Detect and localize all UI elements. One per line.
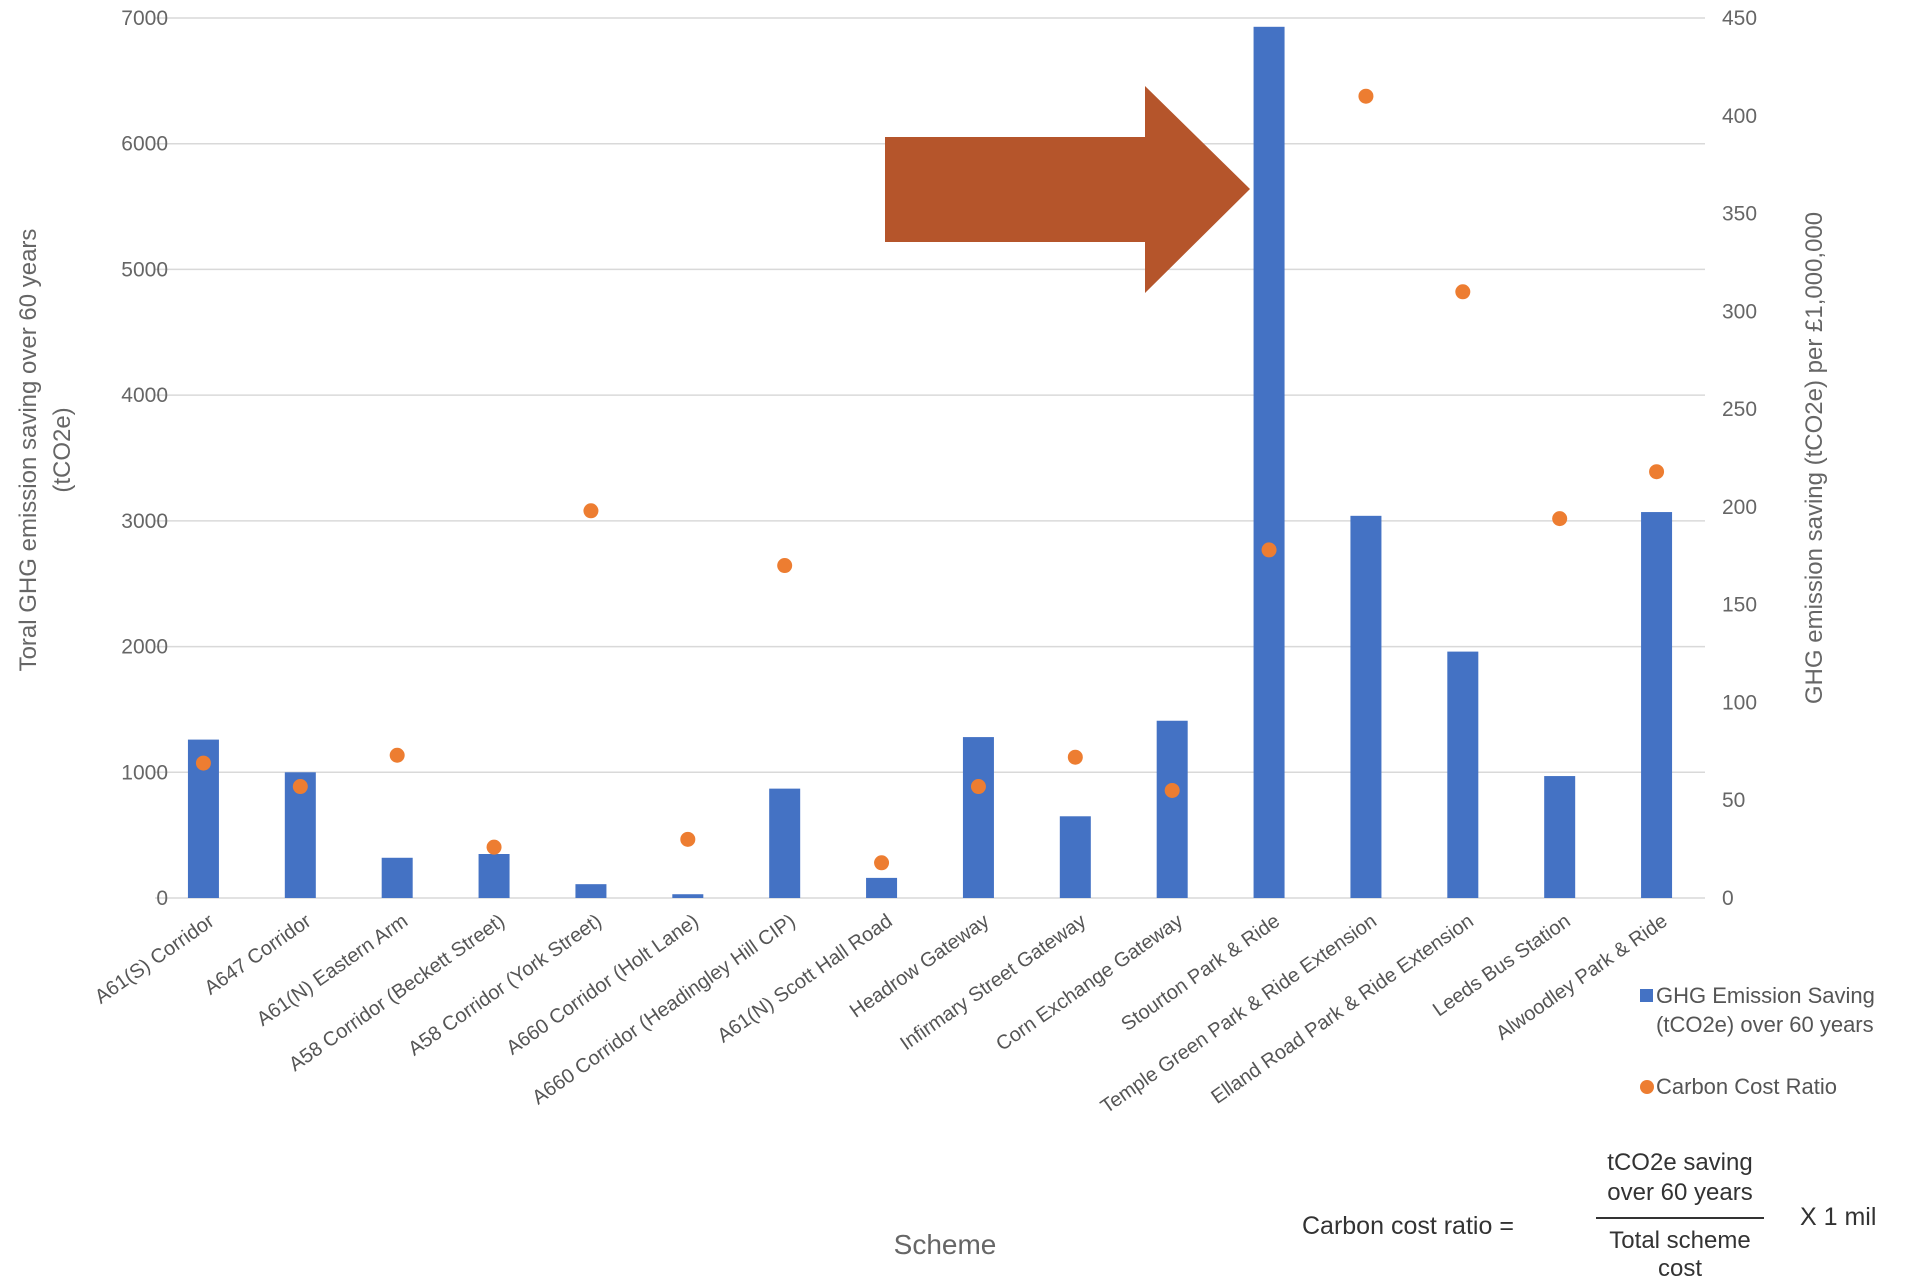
legend-bar-label-1: GHG Emission Saving (1656, 983, 1875, 1008)
y-tick-right: 300 (1722, 300, 1757, 323)
ratio-point (292, 779, 308, 795)
ratio-point (1455, 284, 1471, 300)
x-tick-label: Stourton Park & Ride (1117, 910, 1284, 1036)
x-tick-label: Corn Exchange Gateway (992, 910, 1187, 1056)
right-axis-ticks: 0 50 100 150 200 250 300 350 400 450 (1722, 7, 1757, 910)
ratio-point (583, 503, 599, 519)
legend-dot-swatch (1640, 1080, 1654, 1094)
bar (672, 894, 704, 898)
ratio-point (1164, 782, 1180, 798)
y-tick-right: 450 (1722, 7, 1757, 30)
bar (1350, 515, 1382, 898)
y-tick-right: 100 (1722, 691, 1757, 714)
ratio-point (1358, 88, 1374, 104)
y-tick-left: 6000 (121, 133, 168, 156)
x-tick-label: A61(S) Corridor (91, 910, 219, 1009)
ratio-point (680, 831, 696, 847)
bar (1447, 651, 1479, 898)
formula-numerator-2: over 60 years (1607, 1179, 1752, 1206)
carbon-cost-formula: Carbon cost ratio = tCO2e saving over 60… (1302, 1149, 1876, 1276)
formula-denominator-1: Total scheme (1609, 1227, 1750, 1254)
formula-denominator-2: cost (1658, 1255, 1702, 1276)
y-tick-right: 250 (1722, 398, 1757, 421)
y-tick-right: 200 (1722, 496, 1757, 519)
x-tick-label: A58 Corridor (York Street) (404, 910, 605, 1060)
ratio-point (389, 747, 405, 763)
x-tick-label: Infirmary Street Gateway (896, 910, 1090, 1055)
bar-series (187, 26, 1673, 899)
bar (1253, 26, 1285, 899)
y-tick-left: 5000 (121, 258, 168, 281)
y-tick-right: 0 (1722, 887, 1734, 910)
y-tick-right: 150 (1722, 594, 1757, 617)
bar (381, 857, 413, 898)
y-tick-left: 7000 (121, 7, 168, 30)
x-tick-label: A660 Corridor (Holt Lane) (502, 910, 702, 1059)
left-axis-ticks: 0 1000 2000 3000 4000 5000 6000 7000 (121, 7, 168, 910)
dot-series (195, 88, 1665, 871)
bar (769, 788, 801, 898)
bar (1544, 776, 1576, 898)
y-tick-left: 0 (156, 887, 168, 910)
ratio-point (777, 558, 793, 574)
ratio-point (874, 855, 890, 871)
formula-numerator-1: tCO2e saving (1607, 1149, 1752, 1176)
bar (1641, 512, 1673, 898)
bar (1156, 720, 1188, 898)
formula-label: Carbon cost ratio = (1302, 1212, 1514, 1240)
ratio-point (1067, 749, 1083, 765)
ratio-point (1552, 511, 1568, 527)
highlight-arrow (885, 86, 1250, 293)
x-tick-label: Alwoodley Park & Ride (1492, 910, 1671, 1045)
ratio-point (195, 755, 211, 771)
y-tick-right: 350 (1722, 203, 1757, 226)
y-tick-right: 400 (1722, 105, 1757, 128)
gridlines (155, 17, 1705, 899)
formula-multiplier: X 1 mil (1800, 1203, 1876, 1231)
legend-bar-label-2: (tCO2e) over 60 years (1656, 1012, 1874, 1037)
ratio-point (1261, 542, 1277, 558)
y-axis-left-title: Toral GHG emission saving over 60 years (15, 229, 42, 672)
legend-bar-swatch (1640, 989, 1653, 1002)
legend-dot-label: Carbon Cost Ratio (1656, 1074, 1837, 1099)
y-tick-left: 1000 (121, 761, 168, 784)
ratio-point (486, 839, 502, 855)
ratio-point (970, 779, 986, 795)
bar (478, 854, 510, 898)
bar (575, 884, 607, 898)
legend: GHG Emission Saving (tCO2e) over 60 year… (1640, 983, 1875, 1099)
ratio-point (1649, 464, 1665, 480)
y-axis-right-title: GHG emission saving (tCO2e) per £1,000,0… (1801, 212, 1828, 704)
y-axis-left-title-2: (tCO2e) (49, 407, 76, 492)
x-tick-label: A61(N) Scott Hall Road (714, 910, 897, 1047)
y-tick-right: 50 (1722, 789, 1745, 812)
bar (1059, 816, 1091, 898)
y-tick-left: 3000 (121, 510, 168, 533)
x-axis-title: Scheme (894, 1229, 997, 1260)
y-tick-left: 4000 (121, 384, 168, 407)
y-tick-left: 2000 (121, 636, 168, 659)
bar (866, 877, 898, 898)
bar (962, 737, 994, 898)
